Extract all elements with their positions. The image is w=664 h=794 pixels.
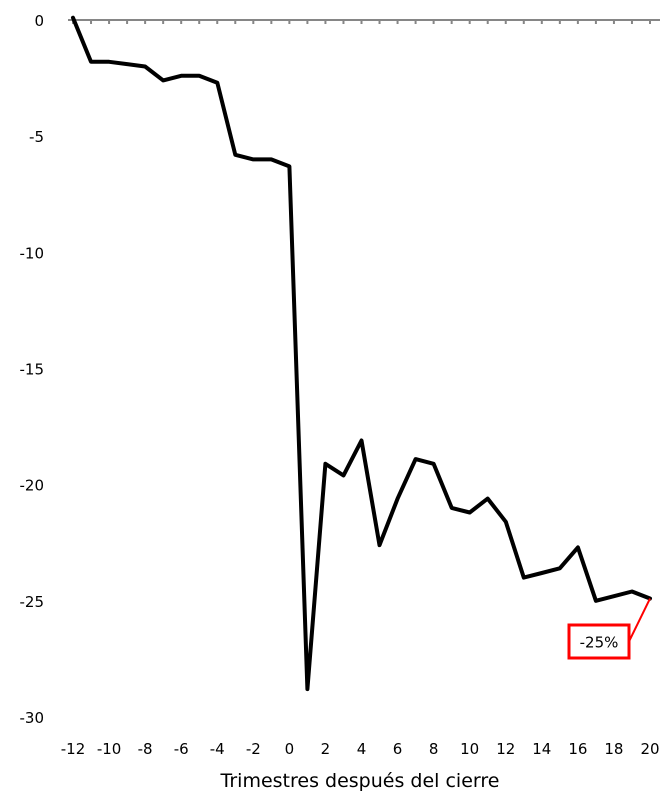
series-layer xyxy=(71,15,652,692)
x-tick-label: 16 xyxy=(568,740,587,758)
x-tick-label: -4 xyxy=(210,740,225,758)
y-tick-label: -20 xyxy=(20,477,45,495)
y-tick-label: 0 xyxy=(34,12,44,30)
x-axis: -12 -10 -8 -6 -4 -2 0 2 4 6 8 10 12 14 16 18 20 xyxy=(61,19,660,758)
y-axis-labels: 0 -5 -10 -15 -20 -25 -30 xyxy=(20,12,45,727)
x-tick-label: 14 xyxy=(532,740,551,758)
x-tick-label: -8 xyxy=(138,740,153,758)
x-tick-label: -2 xyxy=(246,740,261,758)
x-tick-label: 8 xyxy=(429,740,439,758)
x-tick-label: 18 xyxy=(604,740,623,758)
y-tick-label: -10 xyxy=(20,244,45,262)
x-tick-label: -6 xyxy=(174,740,189,758)
x-tick-label: -12 xyxy=(61,740,86,758)
series-line xyxy=(71,15,652,692)
x-tick-label: 2 xyxy=(321,740,331,758)
y-tick-label: -30 xyxy=(20,709,45,727)
x-tick-label: 10 xyxy=(460,740,479,758)
annotation-leader-line xyxy=(628,598,651,642)
x-tick-label: -10 xyxy=(97,740,122,758)
y-tick-label: -15 xyxy=(20,361,45,379)
x-tick-label: 4 xyxy=(357,740,367,758)
x-axis-title: Trimestres después del cierre xyxy=(220,770,500,792)
x-tick-label: 20 xyxy=(640,740,659,758)
x-tick-label: 6 xyxy=(393,740,403,758)
y-tick-label: -25 xyxy=(20,593,45,611)
annotation-label: -25% xyxy=(580,634,619,652)
annotation-box xyxy=(567,623,631,660)
x-tick-label: 12 xyxy=(496,740,515,758)
annotation-layer: -25% xyxy=(567,598,651,660)
x-tick-label: 0 xyxy=(285,740,295,758)
y-tick-label: -5 xyxy=(29,128,44,146)
